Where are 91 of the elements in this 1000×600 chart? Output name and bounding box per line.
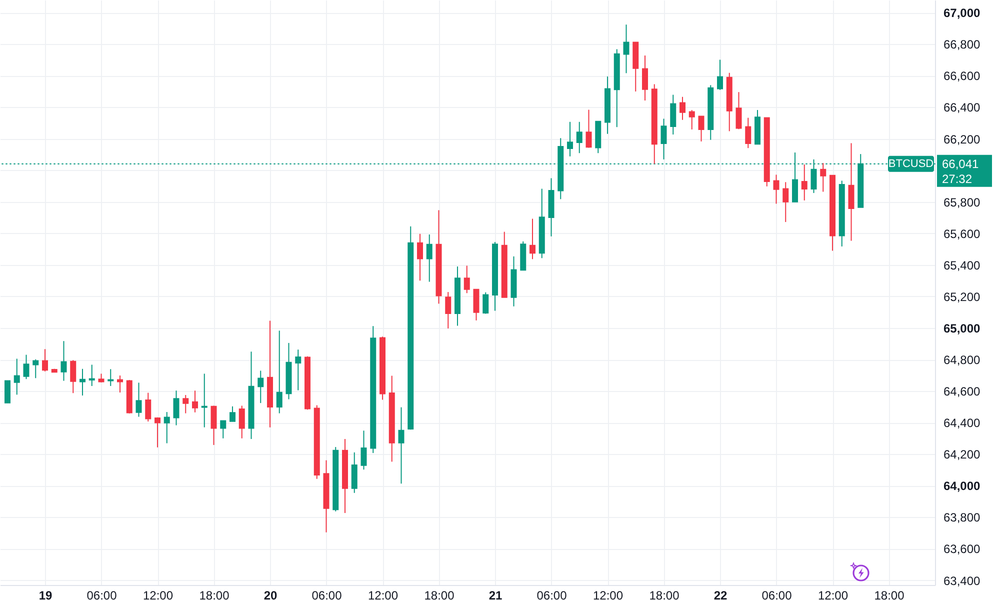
y-tick-label: 66,600: [944, 69, 981, 84]
candlestick: [445, 292, 452, 329]
candlestick: [136, 382, 142, 418]
candlestick: [32, 358, 39, 379]
candlestick: [688, 110, 695, 130]
y-tick-label: 64,200: [944, 448, 981, 462]
candlestick: [182, 394, 189, 414]
y-tick-label: 66,400: [944, 100, 981, 115]
candlestick: [295, 349, 302, 391]
candlestick: [60, 340, 67, 382]
candlestick: [670, 94, 676, 136]
y-tick-label: 66,800: [944, 38, 981, 52]
candlestick: [848, 142, 854, 242]
candlestick: [623, 24, 630, 74]
x-tick-label: 12:00: [368, 588, 398, 600]
x-tick-label: 18:00: [424, 588, 455, 600]
candlestick: [238, 405, 245, 439]
candlestick: [464, 265, 470, 294]
candlestick: [530, 218, 536, 260]
candlestick: [23, 354, 30, 380]
candlestick: [473, 288, 480, 321]
candlestick: [201, 373, 208, 428]
candlestick: [745, 117, 752, 149]
y-tick-label: 63,600: [944, 542, 981, 556]
x-tick-label: 12:00: [592, 588, 624, 600]
x-tick-label: 19: [38, 588, 52, 600]
candlestick: [717, 59, 723, 90]
y-tick-label: 65,800: [944, 195, 981, 210]
candlestick: [14, 358, 20, 396]
candlestick: [680, 96, 686, 120]
x-tick-label: 12:00: [142, 588, 174, 600]
candlestick: [145, 392, 152, 422]
y-tick-label: 67,000: [944, 6, 981, 20]
candlestick: [782, 182, 789, 223]
y-tick-label: 65,400: [944, 258, 981, 272]
text: 27:32: [942, 172, 972, 186]
candlestick: [88, 364, 95, 387]
x-tick-label: 06:00: [86, 588, 118, 600]
candlestick: [736, 92, 742, 130]
candlestick: [698, 116, 704, 142]
candlestick: [567, 121, 573, 157]
candlestick: [773, 174, 780, 204]
candlestick: [220, 420, 226, 439]
candlestick: [80, 368, 86, 396]
candlestick: [820, 162, 826, 192]
x-tick-label: 06:00: [536, 588, 568, 600]
x-tick-label: 18:00: [649, 588, 680, 600]
candlestick: [276, 330, 282, 414]
candlestick: [426, 234, 432, 282]
x-tick-label: 18:00: [874, 588, 905, 600]
ref-line-label: BTCUSD: [888, 158, 934, 170]
candlestick: [417, 233, 423, 282]
candlestick: [398, 406, 404, 484]
candlestick: [351, 452, 358, 494]
candlestick: [210, 405, 217, 446]
candlestick: [642, 55, 648, 101]
candlestick: [42, 348, 48, 372]
x-tick-label: 12:00: [818, 588, 848, 600]
x-tick-label: 21: [488, 588, 502, 600]
candlestick: [586, 109, 592, 148]
candlestick: [258, 370, 264, 404]
candlestick: [154, 416, 160, 448]
candlestick: [117, 374, 123, 393]
candlestick: [70, 360, 76, 394]
candlestick: [576, 121, 582, 154]
y-tick-label: 66,200: [944, 132, 981, 146]
candlestick: [173, 390, 180, 426]
y-tick-label: 65,200: [944, 290, 981, 304]
candlestick: [230, 406, 236, 422]
candlestick: [660, 118, 667, 160]
y-tick-label: 65,600: [944, 226, 981, 241]
candlestick: [108, 368, 114, 387]
candlestick: [4, 380, 10, 404]
candlestick: [192, 390, 198, 413]
text: 66,041: [942, 156, 980, 171]
candlestick: [801, 164, 808, 201]
x-tick-label: 06:00: [312, 588, 342, 600]
x-tick-label: 18:00: [199, 588, 230, 600]
y-tick-label: 63,800: [944, 510, 981, 525]
y-tick-label: 63,400: [944, 574, 981, 588]
candlestick: [360, 430, 367, 470]
y-tick-label: 64,400: [944, 416, 981, 430]
candlestick: [164, 412, 170, 444]
y-tick-label: 65,000: [944, 321, 981, 336]
y-tick-label: 64,000: [944, 479, 981, 494]
y-tick-label: 64,800: [944, 353, 981, 368]
x-tick-label: 06:00: [762, 588, 792, 600]
y-tick-label: 64,600: [944, 384, 981, 399]
candlestick: [482, 292, 489, 314]
x-tick-label: 22: [714, 588, 728, 600]
x-tick-label: 20: [264, 588, 278, 600]
